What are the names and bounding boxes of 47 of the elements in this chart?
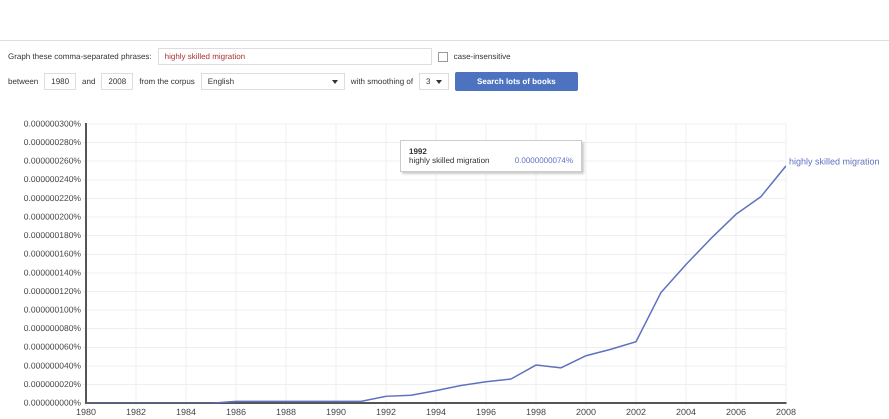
x-tick-label: 1984 — [176, 407, 196, 418]
x-tick-label: 2008 — [776, 407, 796, 418]
y-tick-label: 0.000000040% — [24, 360, 82, 370]
x-tick-label: 1986 — [226, 407, 246, 418]
end-year-field: 2008 — [101, 73, 134, 90]
x-tick-label: 1996 — [476, 407, 496, 418]
x-tick-label: 2002 — [626, 407, 646, 418]
series-label: highly skilled migration — [789, 156, 880, 166]
y-tick-label: 0.000000020% — [24, 378, 82, 389]
y-tick-label: 0.000000000% — [24, 398, 82, 408]
x-tick-label: 2000 — [576, 407, 596, 418]
text: and — [82, 77, 96, 86]
x-tick-label: 1998 — [526, 407, 546, 418]
phrase-text-field: highly skilled migration — [158, 48, 432, 65]
x-tick-label: 1994 — [426, 407, 446, 418]
y-tick-label: 0.000000080% — [24, 323, 82, 334]
text: Graph these comma-separated phrases: — [8, 52, 152, 61]
start-year-field: 1980 — [44, 73, 76, 90]
y-tick-label: 0.000000120% — [24, 286, 82, 296]
corpus-dropdown: English — [200, 73, 345, 90]
y-tick-label: 0.000000100% — [24, 304, 82, 314]
annotation: 1992 — [409, 147, 428, 156]
smoothing-dropdown: 3 — [419, 73, 450, 90]
y-tick-label: 0.000000280% — [24, 136, 82, 147]
y-tick-label: 0.000000200% — [24, 211, 82, 222]
x-tick-label: 1992 — [376, 407, 396, 418]
y-tick-label: 0.000000240% — [24, 174, 82, 184]
text: case-insensitive — [454, 52, 511, 61]
x-tick-label: 1980 — [76, 407, 96, 418]
y-tick-label: 0.000000060% — [24, 342, 82, 352]
y-tick-label: 0.000000160% — [24, 248, 82, 259]
x-tick-label: 1982 — [126, 407, 146, 418]
y-tick-label: 0.000000140% — [24, 267, 82, 278]
annotation: 0.0000000074% — [514, 156, 573, 165]
y-tick-label: 0.000000300% — [24, 118, 82, 128]
text: with smoothing of — [350, 77, 414, 86]
text: from the corpus — [139, 77, 195, 86]
x-tick-label: 1988 — [276, 407, 296, 418]
y-tick-label: 0.000000180% — [24, 230, 82, 240]
search-button: Search lots of books — [455, 72, 578, 91]
text: highly skilled migration — [409, 156, 490, 165]
y-tick-label: 0.000000220% — [24, 192, 82, 203]
y-tick-label: 0.000000260% — [24, 156, 82, 166]
x-tick-label: 2006 — [726, 407, 746, 418]
x-tick-label: 1990 — [326, 407, 346, 418]
text: between — [8, 77, 38, 86]
x-tick-label: 2004 — [676, 407, 696, 418]
